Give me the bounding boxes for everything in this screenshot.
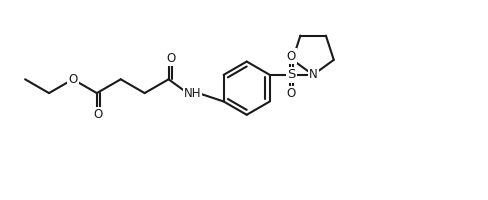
Text: O: O: [68, 73, 78, 86]
Text: O: O: [287, 87, 296, 100]
Text: NH: NH: [183, 87, 201, 100]
Text: N: N: [309, 68, 318, 81]
Text: O: O: [166, 52, 175, 65]
Text: S: S: [287, 68, 296, 81]
Text: O: O: [287, 50, 296, 63]
Text: O: O: [93, 108, 102, 121]
